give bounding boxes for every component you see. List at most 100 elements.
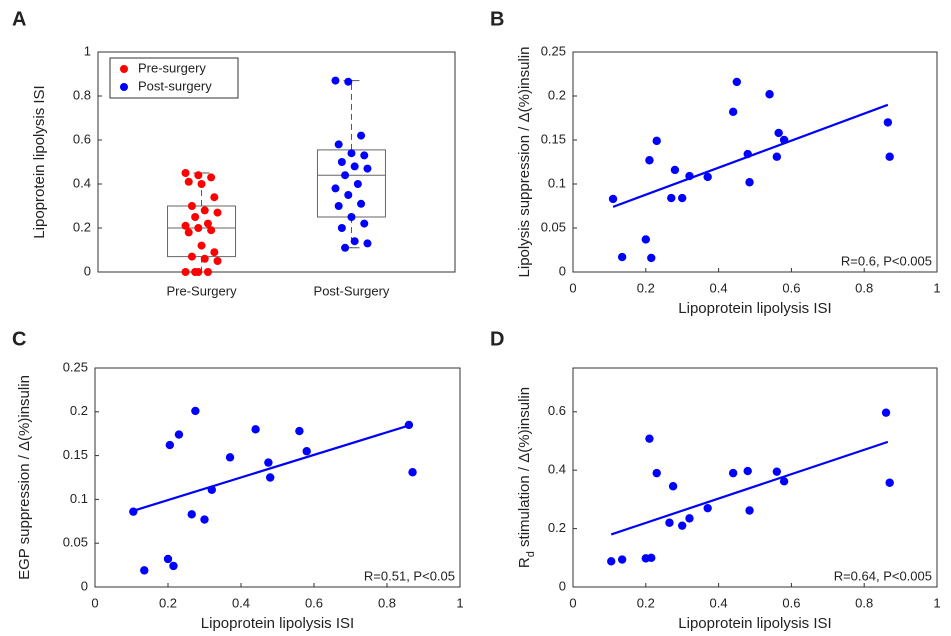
point — [360, 219, 369, 228]
annotation: R=0.51, P<0.05 — [364, 568, 455, 583]
x-tick-label: 0.2 — [637, 280, 655, 295]
point — [344, 191, 353, 199]
point — [200, 515, 209, 524]
point — [334, 140, 343, 149]
point — [200, 254, 209, 263]
x-tick-label: 0.4 — [710, 280, 728, 295]
point — [213, 257, 222, 265]
x-tick-label: Post-Surgery — [314, 283, 390, 298]
point — [745, 178, 754, 187]
x-tick-label: 0 — [569, 280, 576, 295]
y-tick-label: 0.25 — [541, 43, 566, 58]
point — [207, 226, 216, 235]
point — [347, 149, 356, 158]
y-tick-label: 0.6 — [73, 131, 91, 146]
legend-marker — [120, 65, 128, 73]
y-tick-label: 0.15 — [541, 131, 566, 146]
point — [665, 518, 674, 527]
point — [187, 252, 196, 261]
point — [779, 477, 789, 486]
point — [357, 199, 366, 208]
y-tick-label: 0.05 — [541, 219, 566, 234]
point — [408, 468, 417, 477]
y-tick-label: 0.1 — [548, 175, 566, 190]
point — [181, 268, 190, 276]
point — [184, 228, 193, 237]
point — [264, 458, 273, 467]
x-axis-title: Lipoprotein lipolysis ISI — [678, 300, 831, 317]
point — [347, 213, 356, 221]
point — [647, 553, 656, 562]
x-axis-title: Lipoprotein lipolysis ISI — [678, 615, 831, 632]
y-tick-label: 0.6 — [548, 403, 566, 418]
point — [647, 253, 656, 263]
point — [667, 193, 676, 203]
y-tick-label: 0.2 — [70, 403, 88, 418]
y-tick-label: 0.8 — [73, 87, 91, 102]
panel-letter: C — [12, 328, 26, 350]
y-tick-label: 0.2 — [73, 219, 91, 234]
point — [194, 171, 203, 180]
fit-line — [132, 423, 412, 512]
point — [743, 466, 752, 476]
x-tick-label: 1 — [456, 595, 463, 610]
y-tick-label: 0.2 — [548, 87, 566, 102]
point — [266, 473, 275, 482]
legend-box — [109, 57, 239, 99]
point — [210, 248, 219, 257]
point — [174, 430, 184, 439]
point — [213, 208, 222, 217]
point — [200, 206, 209, 215]
point — [772, 467, 782, 476]
point — [197, 180, 206, 188]
legend-marker — [120, 83, 128, 91]
point — [197, 241, 206, 250]
point — [350, 237, 359, 246]
point — [645, 434, 654, 443]
point — [652, 136, 661, 146]
x-tick-label: 1 — [933, 595, 940, 610]
point — [703, 503, 712, 513]
point — [181, 221, 190, 230]
point — [360, 151, 369, 160]
annotation: R=0.6, P<0.005 — [841, 253, 932, 268]
point — [331, 76, 340, 85]
point — [883, 118, 893, 127]
point — [881, 408, 891, 417]
point — [344, 77, 353, 86]
x-tick-label: Pre-Surgery — [166, 283, 237, 298]
point — [203, 268, 212, 276]
panel-letter: A — [12, 8, 26, 30]
x-tick-label: 0.8 — [378, 595, 396, 610]
point — [363, 239, 372, 248]
x-tick-label: 0.8 — [855, 280, 873, 295]
point — [337, 224, 346, 232]
y-tick-label: 0.05 — [63, 535, 88, 550]
panel-letter: B — [490, 8, 504, 30]
legend-label: Pre-surgery — [138, 60, 206, 75]
point — [295, 426, 304, 436]
axes-frame — [94, 367, 461, 588]
axes-frame — [572, 367, 938, 588]
y-tick-label: 0.2 — [548, 520, 566, 535]
x-tick-label: 0 — [569, 595, 576, 610]
annotation: R=0.64, P<0.005 — [834, 568, 932, 583]
point — [772, 152, 782, 161]
point — [181, 169, 190, 177]
point — [774, 128, 783, 138]
y-axis-title: Rd stimulation / Δ(%)insulin — [516, 387, 537, 568]
point — [129, 507, 138, 516]
point — [191, 406, 200, 416]
point — [341, 243, 350, 252]
fit-line — [610, 440, 889, 536]
legend-label: Post-surgery — [138, 78, 212, 93]
point — [678, 193, 687, 203]
point — [728, 107, 738, 117]
x-tick-label: 0.6 — [782, 280, 800, 295]
axes-frame — [572, 51, 938, 273]
point — [337, 158, 346, 166]
point — [608, 194, 618, 204]
point — [765, 90, 774, 99]
point — [885, 152, 894, 161]
